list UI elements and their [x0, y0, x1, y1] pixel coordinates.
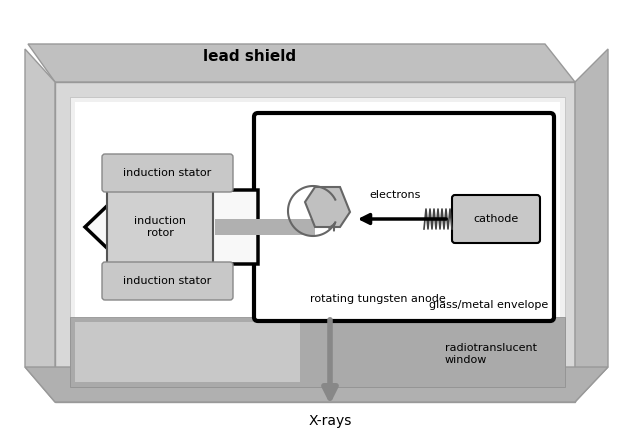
FancyBboxPatch shape: [107, 189, 213, 265]
FancyBboxPatch shape: [452, 195, 540, 243]
Bar: [215, 219, 315, 235]
Polygon shape: [85, 190, 258, 264]
FancyBboxPatch shape: [254, 113, 554, 321]
FancyBboxPatch shape: [102, 154, 233, 192]
FancyBboxPatch shape: [102, 262, 233, 300]
Text: induction stator: induction stator: [123, 168, 211, 178]
Text: X-rays: X-rays: [308, 414, 352, 428]
Text: lead shield: lead shield: [204, 49, 297, 64]
Polygon shape: [305, 187, 350, 227]
Polygon shape: [70, 97, 565, 387]
Text: cathode: cathode: [473, 214, 518, 224]
Polygon shape: [25, 49, 55, 402]
Text: glass/metal envelope: glass/metal envelope: [429, 300, 548, 310]
Text: electrons: electrons: [369, 190, 421, 200]
Text: induction
rotor: induction rotor: [134, 216, 186, 238]
Polygon shape: [28, 44, 575, 82]
Polygon shape: [575, 49, 608, 402]
Polygon shape: [70, 317, 565, 387]
Polygon shape: [55, 82, 575, 402]
Polygon shape: [25, 367, 608, 402]
Text: rotating tungsten anode: rotating tungsten anode: [310, 294, 445, 304]
Polygon shape: [75, 322, 300, 382]
Text: induction stator: induction stator: [123, 276, 211, 286]
Text: radiotranslucent
window: radiotranslucent window: [445, 343, 537, 365]
Polygon shape: [75, 102, 560, 322]
